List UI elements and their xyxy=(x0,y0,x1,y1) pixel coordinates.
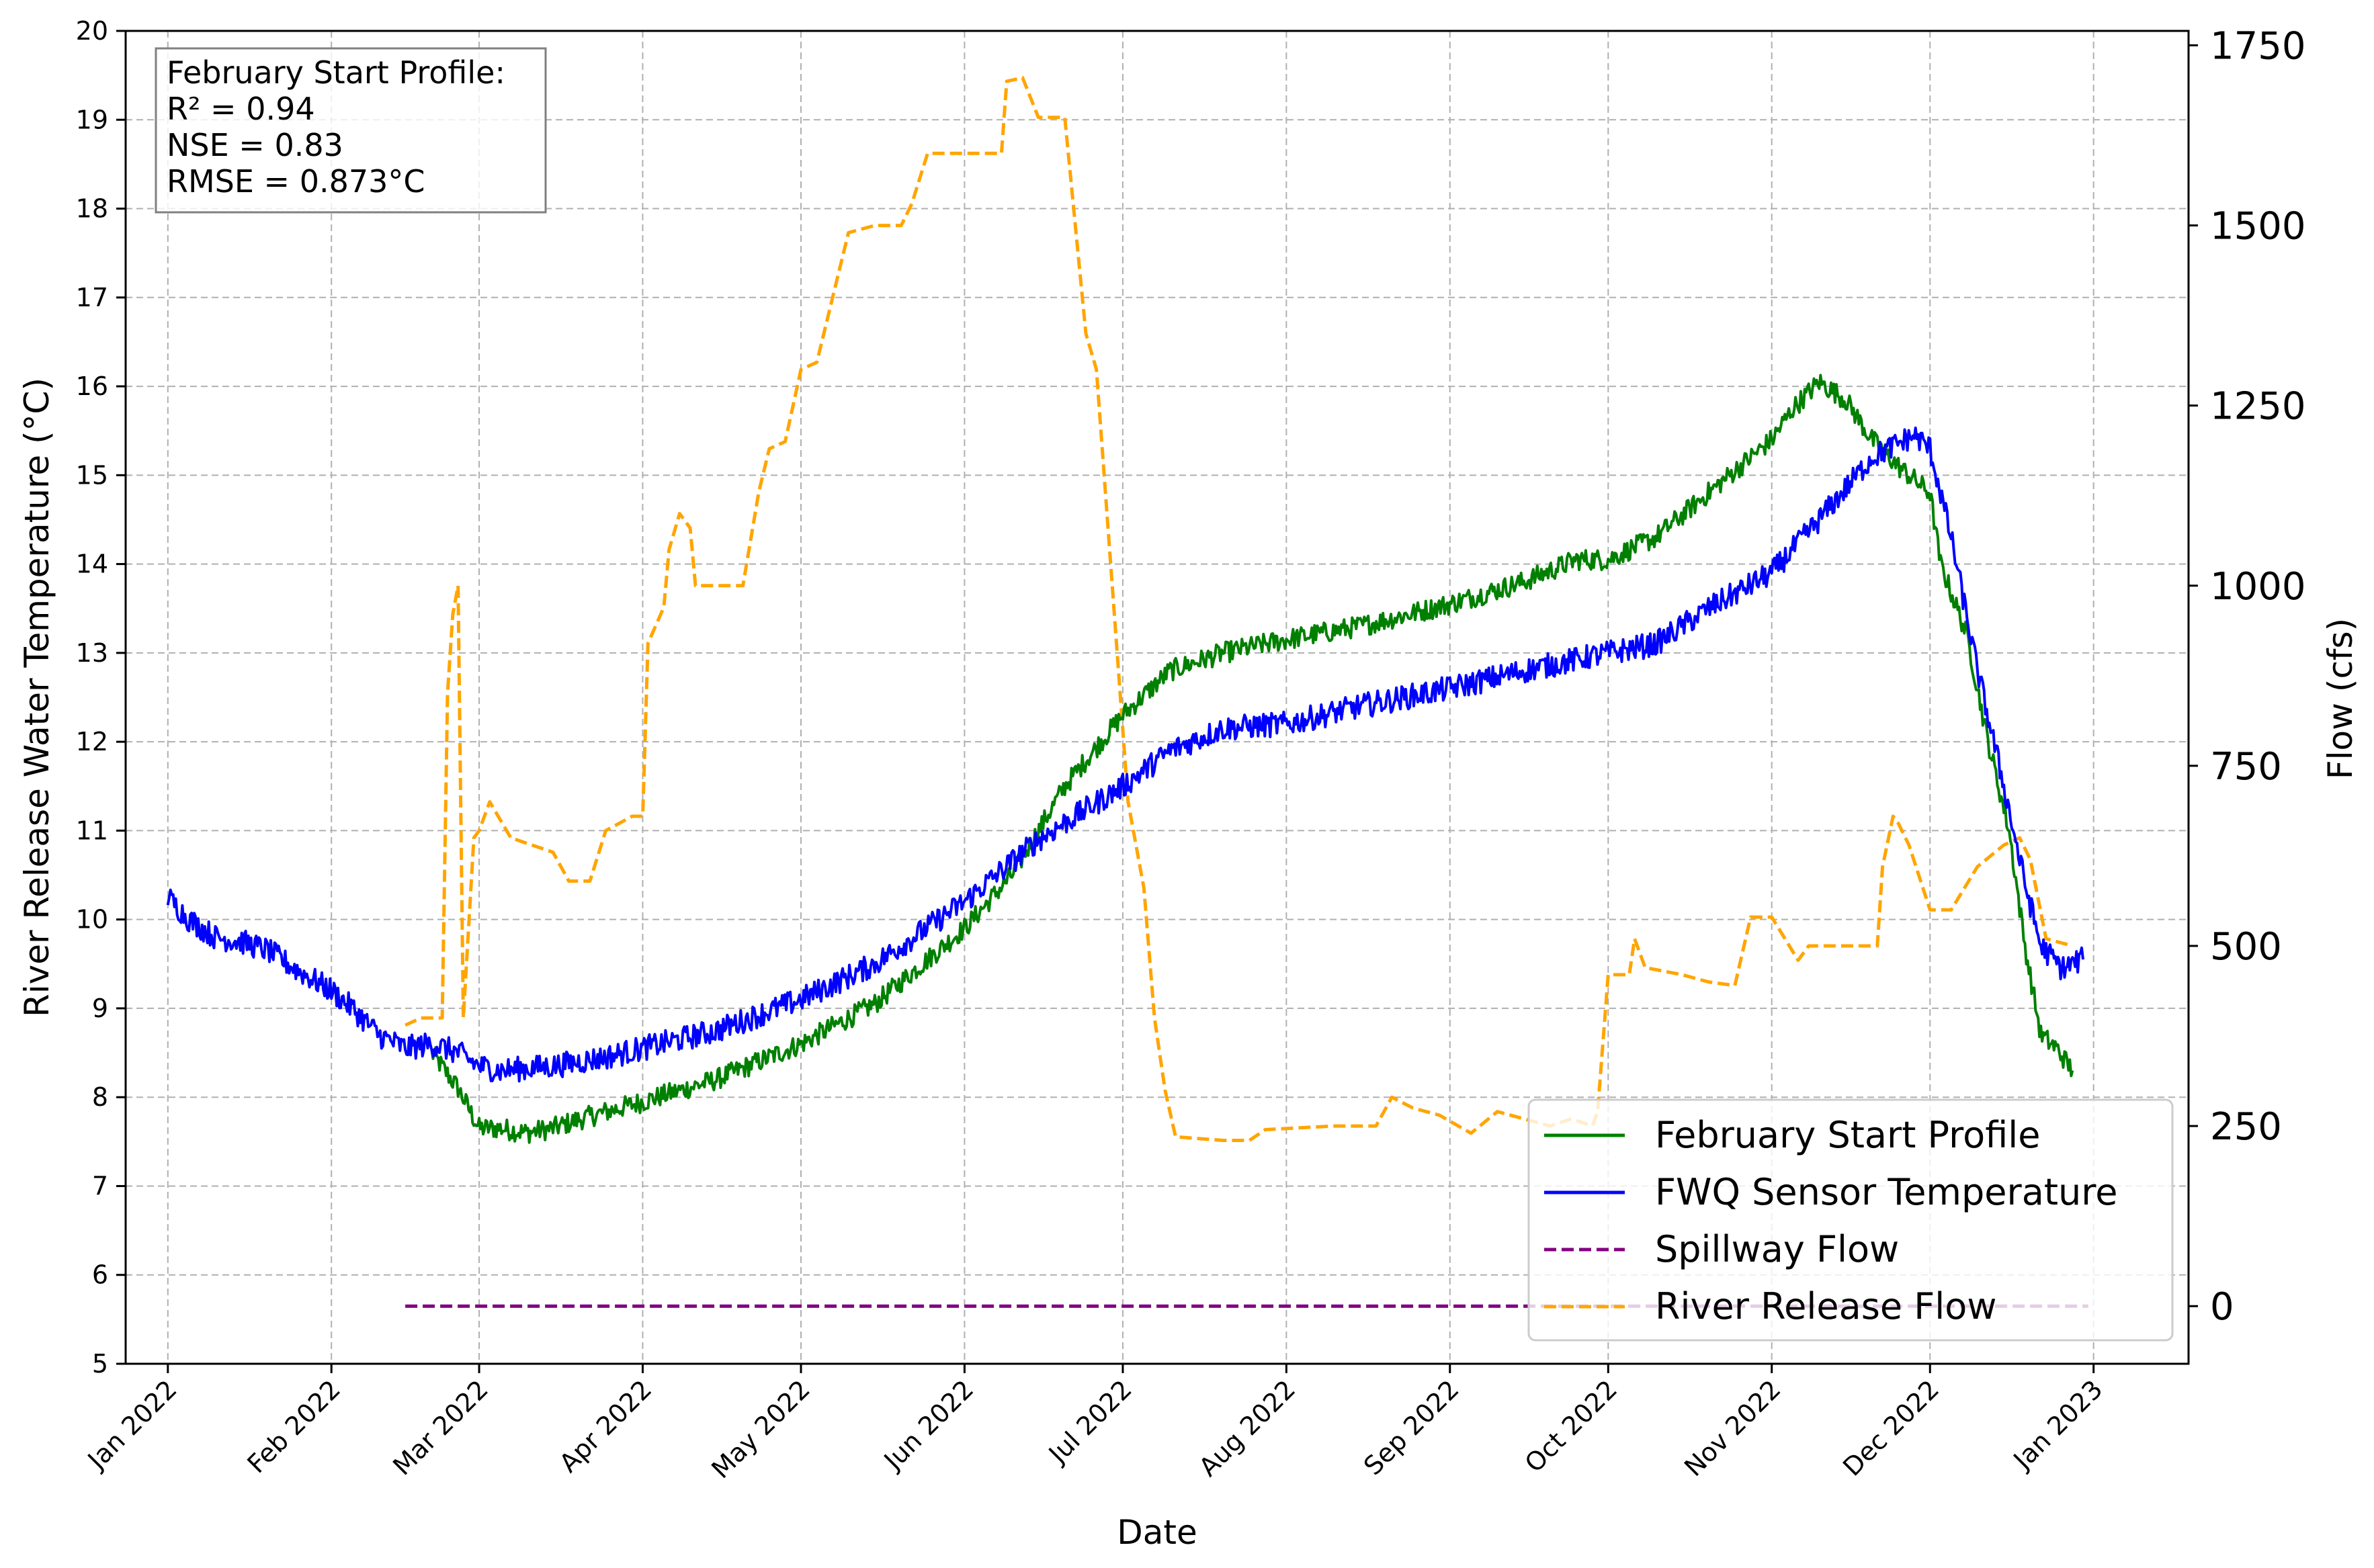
stats-box: February Start Profile: R² = 0.94 NSE = … xyxy=(155,47,547,214)
y-right-tick-label: 1500 xyxy=(2210,205,2306,249)
axes-frame xyxy=(124,30,2190,1365)
y-right-tick-label: 500 xyxy=(2210,925,2282,969)
y-left-tick-label: 12 xyxy=(76,727,108,756)
y-left-tick-label: 5 xyxy=(92,1349,108,1379)
y-left-tick-label: 9 xyxy=(92,994,108,1023)
y-right-tick-label: 1000 xyxy=(2210,565,2306,609)
y-left-tick-label: 15 xyxy=(76,460,108,490)
stats-title: February Start Profile: xyxy=(167,54,505,91)
y-right-tick-label: 1750 xyxy=(2210,24,2306,68)
y-left-tick-label: 20 xyxy=(76,16,108,46)
series-fwq-sensor-temperature xyxy=(166,426,2084,1083)
y-left-tick-label: 16 xyxy=(76,372,108,401)
y-left-tick-label: 6 xyxy=(92,1260,108,1290)
y-left-tick-label: 13 xyxy=(76,638,108,668)
y-left-tick-label: 10 xyxy=(76,905,108,934)
legend-label-fwq-sensor-temperature: FWQ Sensor Temperature xyxy=(1655,1171,2117,1213)
y-left-tick-label: 8 xyxy=(92,1082,108,1112)
legend: February Start Profile FWQ Sensor Temper… xyxy=(1527,1098,2174,1342)
stats-nse: NSE = 0.83 xyxy=(167,127,343,163)
y-axis-right-title: Flow (cfs) xyxy=(2321,618,2360,779)
y-axis-left-title: River Release Water Temperature (°C) xyxy=(17,378,56,1017)
stats-rmse: RMSE = 0.873°C xyxy=(167,163,425,200)
y-right-tick-label: 0 xyxy=(2210,1285,2234,1329)
stats-r2: R² = 0.94 xyxy=(167,91,315,127)
y-right-tick-label: 250 xyxy=(2210,1105,2282,1149)
y-right-tick-label: 750 xyxy=(2210,745,2282,789)
series-river-release-flow xyxy=(405,76,2073,1142)
y-left-tick-label: 7 xyxy=(92,1171,108,1201)
legend-label-river-release-flow: River Release Flow xyxy=(1655,1285,1997,1327)
y-left-tick-label: 18 xyxy=(76,194,108,224)
legend-frame xyxy=(1527,1098,2174,1342)
y-left-tick-label: 17 xyxy=(76,283,108,312)
series-february-start-profile xyxy=(430,374,2074,1144)
y-left-tick-label: 11 xyxy=(76,816,108,845)
legend-label-spillway-flow: Spillway Flow xyxy=(1655,1228,1899,1270)
stats-box-frame xyxy=(155,47,547,214)
y-left-tick-label: 19 xyxy=(76,105,108,134)
y-left-tick-label: 14 xyxy=(76,550,108,579)
x-axis-title: Date xyxy=(1117,1513,1197,1552)
y-right-tick-label: 1250 xyxy=(2210,385,2306,429)
legend-label-february-start-profile: February Start Profile xyxy=(1655,1114,2040,1156)
